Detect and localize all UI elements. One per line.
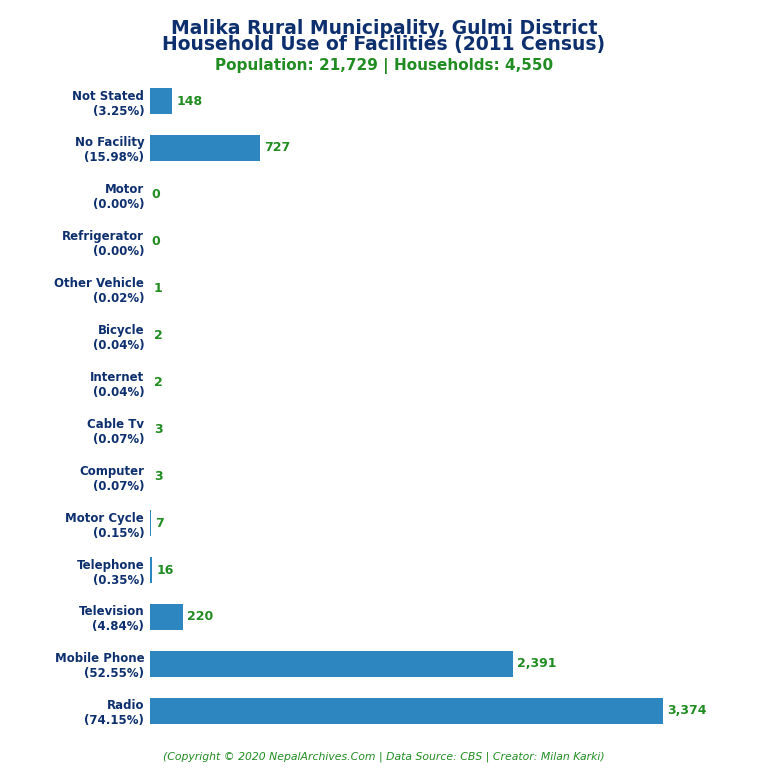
Text: 2,391: 2,391 [518,657,557,670]
Text: Population: 21,729 | Households: 4,550: Population: 21,729 | Households: 4,550 [215,58,553,74]
Bar [150,510,151,536]
Text: 3: 3 [154,470,163,483]
Text: 2: 2 [154,329,163,342]
Bar [150,651,513,677]
Text: 148: 148 [177,94,203,108]
Text: Malika Rural Municipality, Gulmi District: Malika Rural Municipality, Gulmi Distric… [170,19,598,38]
Text: 1: 1 [154,282,163,295]
Text: Household Use of Facilities (2011 Census): Household Use of Facilities (2011 Census… [163,35,605,54]
Bar [150,557,152,583]
Text: 7: 7 [155,517,164,530]
Text: 3: 3 [154,423,163,435]
Text: 0: 0 [151,235,160,248]
Bar [150,135,260,161]
Bar [150,604,184,630]
Text: (Copyright © 2020 NepalArchives.Com | Data Source: CBS | Creator: Milan Karki): (Copyright © 2020 NepalArchives.Com | Da… [163,751,605,762]
Bar [150,88,172,114]
Text: 220: 220 [187,611,214,624]
Text: 2: 2 [154,376,163,389]
Text: 16: 16 [157,564,174,577]
Text: 727: 727 [264,141,290,154]
Text: 0: 0 [151,188,160,201]
Text: 3,374: 3,374 [667,704,707,717]
Bar [150,698,663,723]
